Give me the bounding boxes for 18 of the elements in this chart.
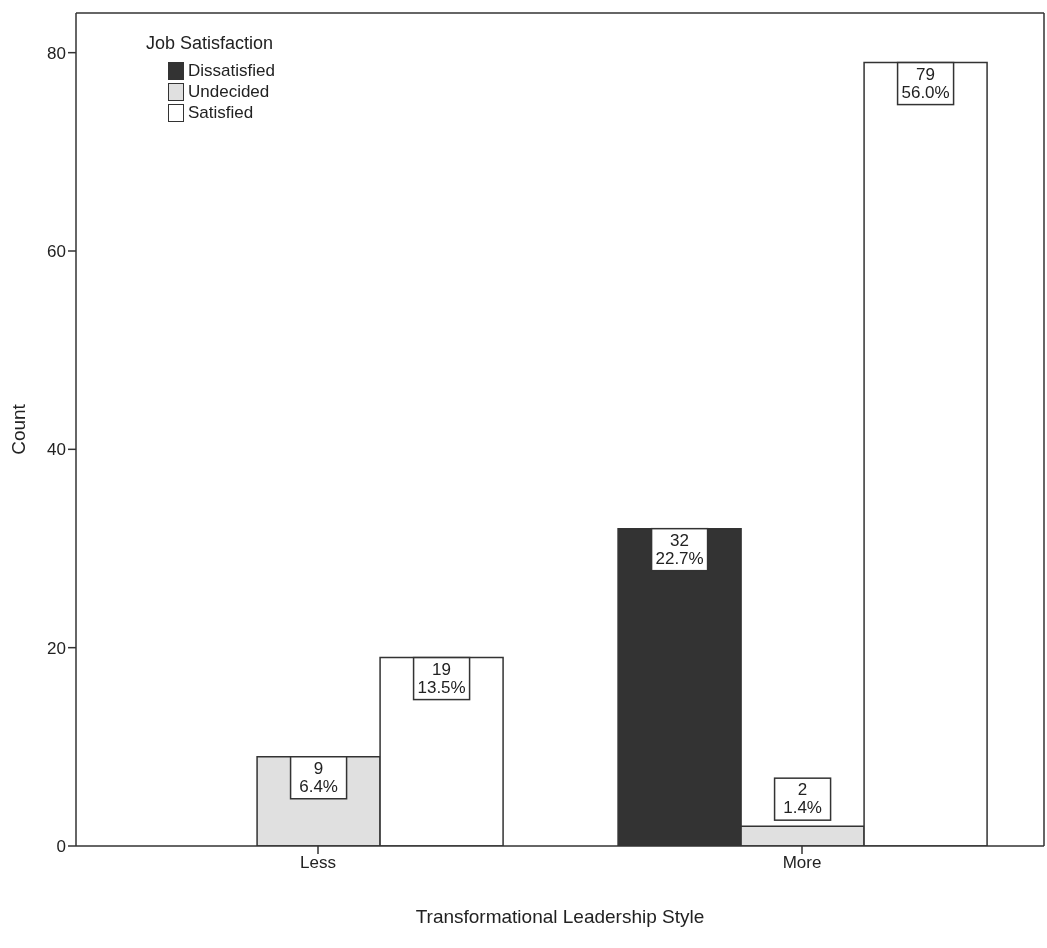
data-label: 19 13.5% [417, 659, 466, 697]
legend-title: Job Satisfaction [146, 33, 275, 54]
y-tick-label: 60 [47, 242, 66, 262]
x-axis-title: Transformational Leadership Style [415, 906, 705, 927]
y-axis-title: Count [7, 403, 29, 455]
legend-label: Dissatisfied [188, 60, 275, 81]
data-label: 2 1.4% [783, 780, 822, 818]
x-tick-label: Less [300, 853, 336, 873]
legend-label: Undecided [188, 81, 270, 102]
y-tick-label: 80 [47, 43, 66, 63]
data-label: 32 22.7% [655, 530, 704, 568]
x-tick-label: More [782, 853, 822, 873]
data-label: 79 56.0% [901, 64, 950, 102]
y-tick-label: 20 [47, 638, 66, 658]
legend-label: Satisfied [188, 102, 254, 123]
data-label: 9 6.4% [299, 758, 338, 796]
y-tick-label: 40 [47, 440, 66, 460]
y-tick-label: 0 [56, 837, 66, 857]
